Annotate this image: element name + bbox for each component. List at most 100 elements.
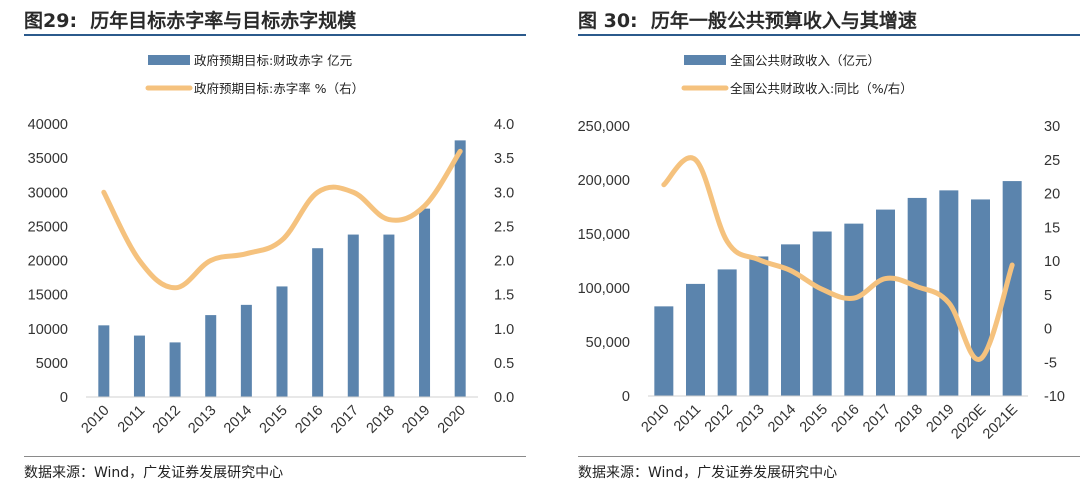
y-tick-label: 15000 — [28, 288, 68, 304]
y2-tick-label: 20 — [1044, 187, 1060, 203]
x-tick-label: 2017 — [328, 403, 362, 437]
y2-tick-label: -10 — [1044, 389, 1065, 405]
y-tick-label: 20000 — [28, 254, 68, 270]
line-series — [101, 148, 463, 291]
bar — [1002, 181, 1022, 396]
y2-tick-label: 0.5 — [494, 356, 514, 372]
source-note: 数据来源：Wind，广发证券发展研究中心 — [24, 465, 284, 481]
y-tick-label: 100,000 — [578, 281, 630, 297]
y-tick-label: 0 — [622, 389, 630, 405]
y2-tick-label: 2.5 — [494, 219, 514, 235]
bar — [844, 223, 864, 396]
legend-label-bar: 全国公共财政收入（亿元） — [730, 53, 880, 68]
bar — [939, 190, 959, 396]
source-rule — [578, 456, 1080, 457]
x-tick-label: 2010 — [79, 403, 113, 437]
figure-title: 图 30: 历年一般公共预算收入与其增速 — [578, 6, 917, 33]
x-tick-label: 2018 — [364, 403, 398, 437]
y-tick-label: 25000 — [28, 219, 68, 235]
x-tick-label: 2016 — [829, 402, 863, 436]
bar — [205, 315, 217, 397]
bar — [749, 256, 769, 396]
y-tick-label: 5000 — [36, 356, 68, 372]
bar — [419, 208, 431, 397]
legend-label-line: 全国公共财政收入:同比（%/右） — [730, 81, 913, 96]
x-tick-label: 2021E — [980, 401, 1021, 442]
x-tick-label: 2020 — [435, 403, 469, 437]
figure-title-text: 历年目标赤字率与目标赤字规模 — [90, 10, 357, 32]
bar — [686, 283, 705, 396]
x-tick-label: 2011 — [115, 403, 148, 436]
y2-tick-label: 5 — [1044, 288, 1052, 304]
y2-tick-label: 30 — [1044, 119, 1060, 135]
x-tick-label: 2020E — [948, 401, 989, 442]
bar — [276, 286, 288, 397]
source-note: 数据来源：Wind，广发证券发展研究中心 — [578, 465, 838, 481]
chart-panel-left: 图29: 历年目标赤字率与目标赤字规模 政府预期目标:财政赤字 亿元 政府预期目标… — [0, 0, 526, 492]
legend-label-line: 政府预期目标:赤字率 %（右） — [194, 81, 364, 96]
x-tick-label: 2013 — [185, 403, 219, 437]
x-tick-label: 2014 — [765, 402, 799, 436]
x-tick-label: 2018 — [892, 402, 926, 436]
title-rule — [578, 34, 1080, 36]
x-tick-label: 2016 — [292, 403, 326, 437]
y2-tick-label: 15 — [1044, 220, 1060, 236]
y-tick-label: 35000 — [28, 151, 68, 167]
y2-tick-label: 4.0 — [494, 117, 514, 133]
y2-tick-label: 10 — [1044, 254, 1060, 270]
bar — [169, 342, 181, 397]
x-tick-label: 2012 — [702, 402, 736, 436]
x-tick-label: 2013 — [734, 402, 768, 436]
bar — [876, 209, 895, 396]
x-tick-label: 2014 — [221, 403, 255, 437]
y2-tick-label: 0 — [1044, 322, 1052, 338]
bar — [781, 244, 800, 396]
x-tick-label: 2017 — [860, 402, 894, 436]
figure-title-text: 历年一般公共预算收入与其增速 — [650, 10, 917, 32]
bar — [654, 306, 674, 396]
line-series — [661, 155, 1015, 362]
x-tick-label: 2012 — [150, 403, 184, 437]
bar — [971, 199, 990, 396]
x-tick-label: 2010 — [639, 402, 673, 436]
y-tick-label: 0 — [60, 390, 68, 406]
y2-tick-label: 3.5 — [494, 151, 514, 167]
chart-public-revenue: 全国公共财政收入（亿元） 全国公共财政收入:同比（%/右） 0 50,000 100,0… — [578, 53, 1065, 442]
y-tick-label: 30000 — [28, 185, 68, 201]
legend-label-bar: 政府预期目标:财政赤字 亿元 — [194, 53, 352, 68]
y2-tick-label: 25 — [1044, 153, 1060, 169]
x-tick-label: 2015 — [257, 403, 291, 437]
figure-label: 图 30: — [578, 10, 638, 32]
y2-tick-label: 1.0 — [494, 322, 514, 338]
bar — [347, 234, 359, 397]
bar — [454, 140, 466, 397]
bar — [133, 335, 145, 397]
figure-label: 图29: — [24, 10, 78, 32]
title-rule — [24, 34, 526, 36]
x-tick-label: 2011 — [671, 402, 704, 435]
bar — [812, 231, 832, 396]
y2-tick-label: -5 — [1044, 355, 1057, 371]
bar — [240, 304, 252, 397]
y-tick-label: 40000 — [28, 117, 68, 133]
x-tick-label: 2019 — [399, 403, 433, 437]
y2-tick-label: 3.0 — [494, 185, 514, 201]
y2-tick-label: 2.0 — [494, 254, 514, 270]
y-tick-label: 250,000 — [578, 119, 630, 135]
y2-tick-label: 0.0 — [494, 390, 514, 406]
bar — [312, 248, 324, 397]
figure-title: 图29: 历年目标赤字率与目标赤字规模 — [24, 6, 356, 33]
y-tick-label: 10000 — [28, 322, 68, 338]
legend-swatch-bar — [148, 55, 190, 65]
legend: 全国公共财政收入（亿元） 全国公共财政收入:同比（%/右） — [681, 53, 913, 96]
bar — [717, 269, 737, 396]
bar — [98, 325, 110, 397]
source-rule — [24, 456, 526, 457]
y-tick-label: 200,000 — [578, 173, 630, 189]
y2-tick-label: 1.5 — [494, 288, 514, 304]
y-tick-label: 150,000 — [578, 227, 630, 243]
chart-panel-right: 图 30: 历年一般公共预算收入与其增速 全国公共财政收入（亿元） 全国公共财政收… — [554, 0, 1080, 492]
bar — [383, 234, 395, 397]
